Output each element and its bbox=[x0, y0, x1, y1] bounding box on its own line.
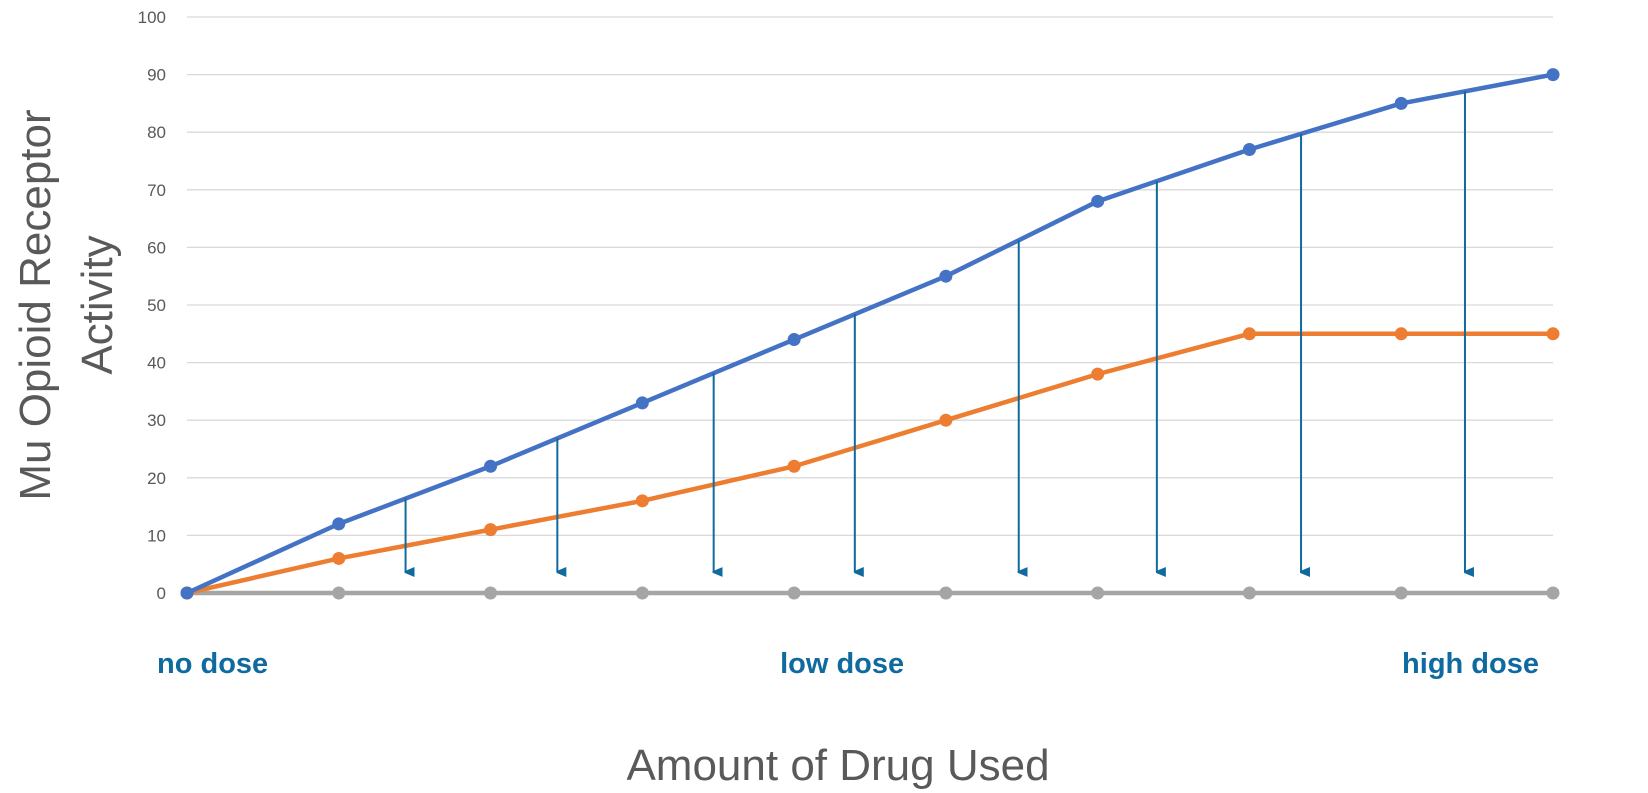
dose-label: low dose bbox=[780, 648, 904, 680]
y-tick-label: 30 bbox=[147, 411, 166, 430]
y-tick-label: 40 bbox=[147, 354, 166, 373]
series-line bbox=[186, 331, 1553, 596]
data-point bbox=[484, 586, 498, 600]
y-tick-label: 100 bbox=[138, 8, 166, 27]
data-point bbox=[484, 459, 498, 473]
y-tick-label: 90 bbox=[147, 66, 166, 85]
y-tick-label: 50 bbox=[147, 296, 166, 315]
data-point bbox=[1546, 327, 1560, 341]
series bbox=[180, 68, 1560, 600]
y-tick-label: 70 bbox=[147, 181, 166, 200]
dose-label: high dose bbox=[1402, 648, 1539, 680]
data-point bbox=[787, 586, 801, 600]
data-point bbox=[332, 551, 346, 565]
y-axis-title-line2: Activity bbox=[73, 235, 122, 374]
x-axis-title: Amount of Drug Used bbox=[626, 741, 1049, 790]
data-point bbox=[635, 396, 649, 410]
data-point bbox=[1394, 327, 1408, 341]
data-point bbox=[939, 269, 953, 283]
data-point bbox=[635, 586, 649, 600]
data-point bbox=[787, 333, 801, 347]
data-point bbox=[1394, 96, 1408, 110]
y-tick-label: 0 bbox=[157, 584, 166, 603]
data-point bbox=[1091, 367, 1105, 381]
data-point bbox=[939, 413, 953, 427]
dose-label: no dose bbox=[157, 648, 268, 680]
data-point bbox=[332, 586, 346, 600]
data-point bbox=[1091, 194, 1105, 208]
data-point bbox=[332, 517, 346, 531]
arrows bbox=[404, 91, 1465, 572]
series-group bbox=[180, 327, 1560, 600]
data-point bbox=[1546, 68, 1560, 82]
y-tick-label: 60 bbox=[147, 238, 166, 257]
data-point bbox=[1546, 586, 1560, 600]
dose-labels: no dose low dose high dose bbox=[157, 648, 1539, 680]
y-tick-label: 10 bbox=[147, 526, 166, 545]
grid bbox=[187, 16, 1553, 594]
data-point bbox=[939, 586, 953, 600]
data-point bbox=[180, 586, 194, 600]
y-tick-label: 20 bbox=[147, 469, 166, 488]
data-point bbox=[484, 523, 498, 537]
y-axis-title-line1: Mu Opioid Receptor bbox=[11, 109, 60, 500]
data-point bbox=[787, 459, 801, 473]
series-line bbox=[186, 72, 1554, 596]
y-tick-labels: 0 10 20 30 40 50 60 70 80 90 100 bbox=[138, 8, 166, 603]
data-point bbox=[1091, 586, 1105, 600]
data-point bbox=[1394, 586, 1408, 600]
data-point bbox=[1242, 586, 1256, 600]
data-point bbox=[635, 494, 649, 508]
data-point bbox=[1242, 142, 1256, 156]
series-group bbox=[180, 68, 1560, 600]
data-point bbox=[1242, 327, 1256, 341]
series-group bbox=[180, 586, 1560, 600]
y-tick-label: 80 bbox=[147, 123, 166, 142]
